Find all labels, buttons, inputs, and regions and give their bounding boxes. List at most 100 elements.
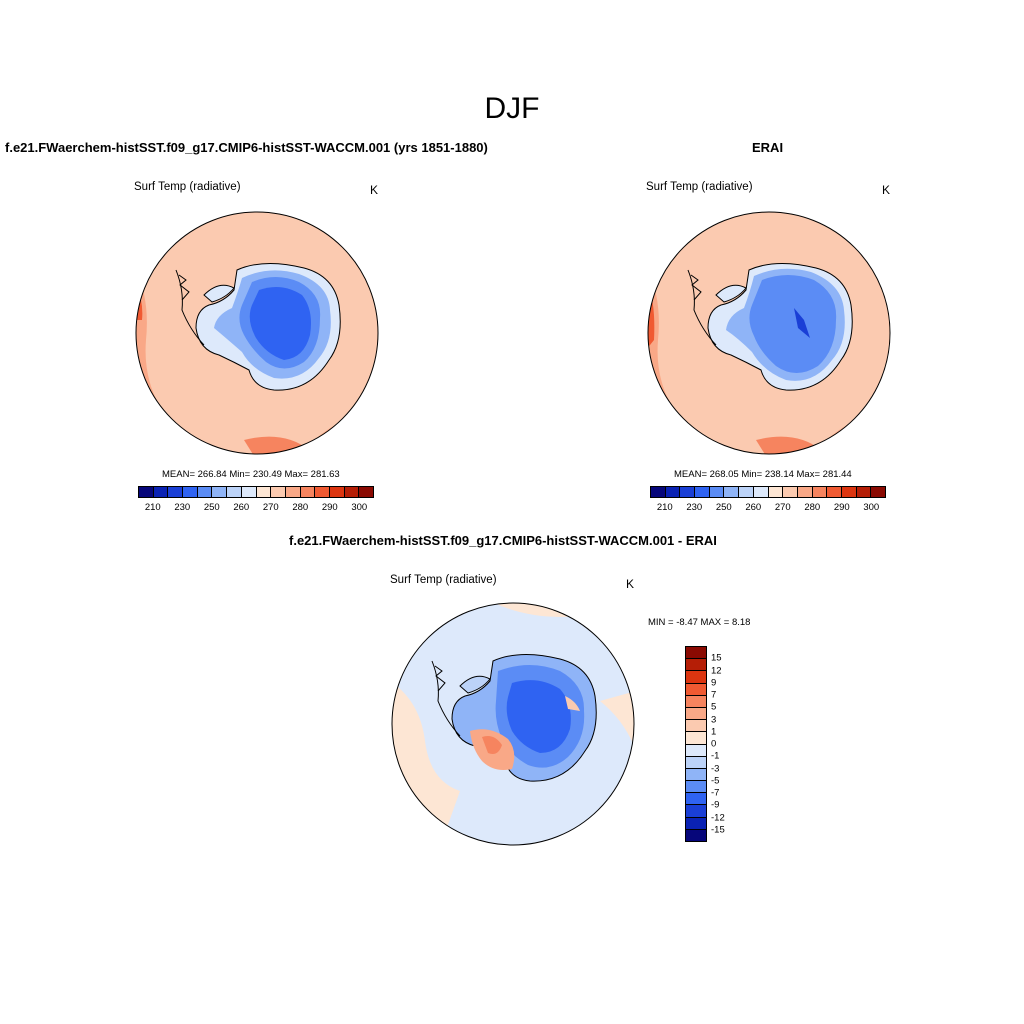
obs-colorbar-swatch (768, 487, 784, 497)
obs-colorbar-tick-label: 250 (715, 502, 732, 513)
obs-colorbar-swatch (797, 487, 813, 497)
diff-panel-title: f.e21.FWaerchem-histSST.f09_g17.CMIP6-hi… (289, 533, 717, 548)
model-panel-title: f.e21.FWaerchem-histSST.f09_g17.CMIP6-hi… (5, 140, 488, 155)
diff-colorbar-tick-label: -15 (711, 824, 725, 836)
diff-colorbar-swatch (686, 756, 706, 769)
obs-colorbar-swatch (841, 487, 857, 497)
model-colorbar-swatch (168, 487, 184, 497)
model-colorbar-swatch (329, 487, 345, 497)
diff-colorbar-swatch (686, 744, 706, 757)
diff-colorbar-swatch (686, 768, 706, 782)
model-colorbar-tick-label: 270 (262, 502, 279, 513)
obs-colorbar-tick-label: 260 (745, 502, 762, 513)
model-colorbar-ticks: 210 230 250 260 270 280 290 300 (138, 502, 374, 516)
model-colorbar-tick-label: 300 (351, 502, 368, 513)
diff-colorbar-swatch (686, 805, 706, 818)
diff-colorbar-swatch (686, 647, 706, 660)
diff-colorbar-swatch (686, 659, 706, 672)
model-colorbar (138, 486, 374, 498)
obs-variable-label: Surf Temp (radiative) (646, 181, 753, 193)
model-colorbar-tick-label: 210 (144, 502, 161, 513)
model-colorbar-tick-label: 290 (321, 502, 338, 513)
model-colorbar-tick-label: 280 (292, 502, 309, 513)
obs-colorbar-swatch (665, 487, 681, 497)
obs-colorbar-swatch (695, 487, 710, 497)
model-colorbar-swatch (344, 487, 360, 497)
model-colorbar-swatch (197, 487, 213, 497)
obs-colorbar-tick-label: 270 (774, 502, 791, 513)
diff-colorbar-swatch (686, 671, 706, 684)
model-colorbar-swatch (271, 487, 286, 497)
model-colorbar-swatch (359, 487, 373, 497)
diff-variable-label: Surf Temp (radiative) (390, 574, 497, 586)
obs-stats: MEAN= 268.05 Min= 238.14 Max= 281.44 (674, 469, 852, 480)
model-colorbar-tick-label: 250 (203, 502, 220, 513)
diff-colorbar-swatch (686, 707, 706, 721)
diff-colorbar-tick-label: -7 (711, 787, 720, 799)
model-colorbar-swatch (256, 487, 272, 497)
model-colorbar-swatch (212, 487, 228, 497)
diff-units-label: K (626, 577, 635, 591)
obs-colorbar (650, 486, 886, 498)
diff-colorbar-tick-label: 0 (711, 738, 717, 750)
model-variable-label: Surf Temp (radiative) (134, 181, 241, 193)
model-colorbar-swatch (300, 487, 316, 497)
diff-colorbar-swatch (686, 793, 706, 806)
obs-colorbar-tick-label: 230 (686, 502, 703, 513)
diff-polar-map (391, 602, 635, 846)
diff-colorbar-tick-label: -5 (711, 775, 720, 787)
diff-colorbar-swatch (686, 817, 706, 830)
diff-colorbar-tick-label: 12 (711, 665, 722, 676)
diff-colorbar-tick-label: -3 (711, 763, 720, 774)
obs-panel-title: ERAI (752, 140, 784, 155)
obs-colorbar-swatch (753, 487, 769, 497)
obs-colorbar-swatch (739, 487, 754, 497)
diff-colorbar-swatch (686, 720, 706, 733)
obs-colorbar-swatch (651, 487, 666, 497)
model-units-label: K (370, 183, 379, 197)
obs-colorbar-swatch (783, 487, 798, 497)
model-colorbar-swatch (315, 487, 330, 497)
obs-colorbar-swatch (827, 487, 842, 497)
obs-colorbar-swatch (812, 487, 828, 497)
obs-colorbar-tick-label: 210 (656, 502, 673, 513)
model-colorbar-swatch (183, 487, 198, 497)
figure-title: DJF (484, 92, 540, 125)
model-colorbar-tick-label: 230 (174, 502, 191, 513)
model-polar-map (135, 211, 379, 455)
diff-colorbar-tick-label: -1 (711, 750, 720, 762)
model-colorbar-swatch (139, 487, 154, 497)
obs-colorbar-swatch (871, 487, 885, 497)
obs-colorbar-tick-label: 290 (833, 502, 850, 513)
diff-colorbar (685, 646, 707, 842)
diff-colorbar-tick-label: -9 (711, 799, 720, 811)
diff-colorbar-swatch (686, 695, 706, 708)
diff-colorbar-ticks: 15 12 9 7 5 3 1 0 -1 -3 -5 -7 -9 -12 -15 (711, 646, 741, 842)
obs-polar-map (647, 211, 891, 455)
diff-colorbar-tick-label: 15 (711, 652, 722, 664)
model-colorbar-swatch (227, 487, 242, 497)
model-colorbar-tick-label: 260 (233, 502, 250, 513)
diff-colorbar-swatch (686, 829, 706, 841)
model-stats: MEAN= 266.84 Min= 230.49 Max= 281.63 (162, 469, 340, 480)
obs-units-label: K (882, 183, 891, 197)
diff-colorbar-tick-label: 3 (711, 714, 717, 725)
diff-colorbar-swatch (686, 781, 706, 794)
diff-colorbar-tick-label: 7 (711, 689, 717, 701)
diff-colorbar-tick-label: -12 (711, 812, 725, 823)
diff-minmax: MIN = -8.47 MAX = 8.18 (648, 617, 751, 628)
obs-colorbar-tick-label: 280 (804, 502, 821, 513)
obs-colorbar-swatch (680, 487, 696, 497)
obs-colorbar-swatch (856, 487, 872, 497)
diff-colorbar-tick-label: 1 (711, 726, 717, 738)
model-colorbar-swatch (285, 487, 301, 497)
obs-colorbar-tick-label: 300 (863, 502, 880, 513)
diff-colorbar-tick-label: 5 (711, 701, 717, 713)
obs-colorbar-ticks: 210 230 250 260 270 280 290 300 (650, 502, 886, 516)
model-colorbar-swatch (153, 487, 169, 497)
obs-colorbar-swatch (709, 487, 725, 497)
diff-colorbar-swatch (686, 683, 706, 696)
model-colorbar-swatch (241, 487, 257, 497)
diff-colorbar-tick-label: 9 (711, 677, 717, 689)
obs-colorbar-swatch (724, 487, 740, 497)
